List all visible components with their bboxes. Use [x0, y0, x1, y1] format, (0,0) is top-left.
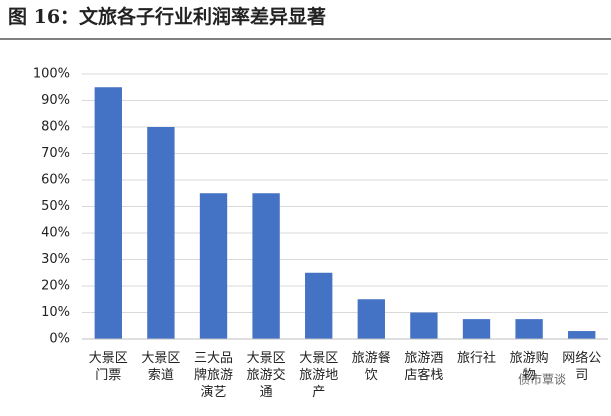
bar: [94, 87, 122, 339]
bar: [252, 193, 280, 339]
y-tick-label: 0%: [49, 332, 70, 347]
y-tick-label: 30%: [41, 252, 70, 267]
x-tick-label: 旅游购物: [510, 350, 549, 383]
y-tick-label: 90%: [41, 93, 70, 108]
watermark: 债市覃谈: [518, 372, 566, 387]
x-tick-label: 大景区旅游交通: [247, 351, 286, 400]
y-tick-label: 50%: [41, 199, 70, 214]
y-tick-label: 70%: [41, 146, 70, 161]
bar: [462, 319, 491, 339]
bar: [410, 312, 438, 339]
bar: [357, 299, 385, 339]
x-tick-label: 旅行社: [457, 350, 496, 366]
y-tick-label: 40%: [41, 226, 70, 241]
y-tick-label: 10%: [41, 305, 70, 320]
x-tick-label: 大景区旅游地产: [299, 351, 338, 400]
x-tick-label: 大景区索道: [141, 351, 180, 383]
y-tick-label: 80%: [41, 120, 70, 135]
bar: [568, 331, 596, 339]
bar: [147, 127, 175, 339]
y-tick-label: 60%: [41, 173, 70, 188]
x-tick-label: 网络公司: [562, 350, 601, 383]
y-tick-label: 20%: [41, 279, 70, 294]
x-tick-label: 旅游餐饮: [352, 350, 391, 383]
chart-title: 图 16：文旅各子行业利润率差异显著: [8, 5, 326, 28]
bar: [199, 193, 228, 339]
bar: [515, 319, 543, 339]
x-tick-label: 三大品牌旅游演艺: [194, 351, 233, 400]
x-tick-label: 旅游酒店客栈: [404, 351, 443, 383]
x-tick-label: 大景区门票: [89, 351, 128, 383]
y-tick-label: 100%: [33, 67, 70, 82]
bar: [305, 272, 333, 339]
